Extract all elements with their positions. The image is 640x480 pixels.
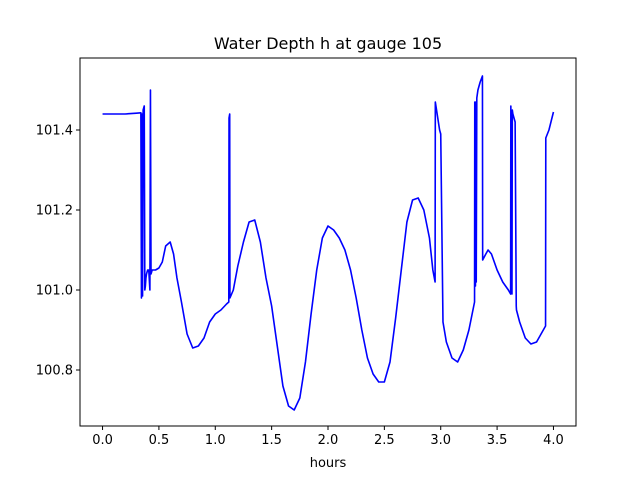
y-tick-label: 101.2 [36, 204, 73, 219]
x-tick-label: 3.0 [430, 433, 451, 448]
series-layer [102, 75, 555, 411]
x-tick-label: 2.5 [374, 433, 395, 448]
y-tick-label: 101.0 [36, 284, 73, 299]
series-line-0 [102, 75, 555, 411]
x-tick-label: 1.5 [261, 433, 282, 448]
plot-area-frame [79, 57, 577, 427]
x-tick-label: 2.0 [318, 433, 339, 448]
x-axis-title: hours [310, 456, 347, 471]
x-tick-label: 0.5 [149, 433, 170, 448]
x-axis: 0.0 0.5 1.0 1.5 2.0 2.5 3.0 3.5 4.0 [92, 426, 564, 448]
x-tick-label: 3.5 [487, 433, 508, 448]
x-tick-label: 0.0 [92, 433, 113, 448]
x-tick-label: 4.0 [543, 433, 564, 448]
chart-title: Water Depth h at gauge 105 [214, 34, 442, 53]
y-tick-label: 101.4 [36, 124, 73, 139]
x-tick-label: 1.0 [205, 433, 226, 448]
y-tick-label: 100.8 [36, 364, 73, 379]
y-axis: 100.8 101.0 101.2 101.4 [36, 124, 80, 379]
